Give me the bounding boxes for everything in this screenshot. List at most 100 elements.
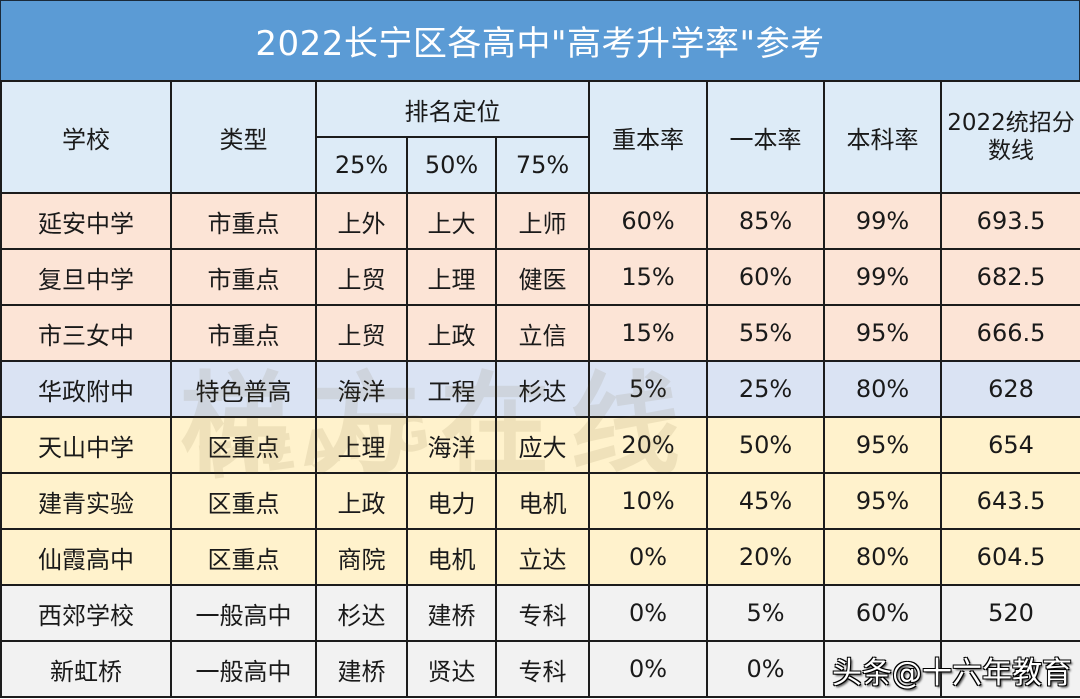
cell-bachelor-rate: 60%: [823, 584, 943, 642]
header-ranking-group: 排名定位: [314, 80, 591, 138]
cell-type: 市重点: [170, 248, 317, 306]
cell-rank-25: 海洋: [315, 360, 408, 418]
cell-school: 市三女中: [0, 304, 172, 362]
cell-key-rate: 0%: [588, 528, 709, 586]
cell-rank-75: 上师: [494, 192, 591, 250]
cell-rank-50: 贤达: [406, 640, 497, 698]
cell-bachelor-rate: 95%: [823, 304, 943, 362]
cell-score-line: 666.5: [940, 304, 1080, 362]
cell-bachelor-rate: 95%: [823, 472, 943, 530]
cell-rank-75: 电机: [494, 472, 591, 530]
cell-rank-50: 上政: [406, 304, 497, 362]
cell-bachelor-rate: 80%: [823, 360, 943, 418]
table-row: 建青实验 区重点 上政 电力 电机 10% 45% 95% 643.5: [0, 472, 1080, 530]
cell-rank-75: 专科: [494, 640, 591, 698]
cell-rank-50: 电机: [406, 528, 497, 586]
header-key-rate: 重本率: [588, 80, 709, 194]
cell-score-line: 693.5: [940, 192, 1080, 250]
cell-key-rate: 60%: [588, 192, 709, 250]
cell-type: 一般高中: [170, 584, 317, 642]
admission-rate-table: 学校 类型 排名定位 重本率 一本率 本科率 2022统招分数线 25% 50%…: [0, 80, 1080, 698]
cell-rank-25: 上外: [315, 192, 408, 250]
cell-score-line: 682.5: [940, 248, 1080, 306]
table-row: 西郊学校 一般高中 杉达 建桥 专科 0% 5% 60% 520: [0, 584, 1080, 642]
cell-school: 复旦中学: [0, 248, 172, 306]
cell-tier1-rate: 60%: [706, 248, 826, 306]
cell-key-rate: 0%: [588, 584, 709, 642]
cell-type: 特色普高: [170, 360, 317, 418]
cell-school: 延安中学: [0, 192, 172, 250]
cell-type: 区重点: [170, 472, 317, 530]
cell-bachelor-rate: 95%: [823, 416, 943, 474]
cell-rank-50: 电力: [406, 472, 497, 530]
cell-score-line: [940, 640, 1080, 698]
cell-school: 建青实验: [0, 472, 172, 530]
cell-rank-25: 杉达: [315, 584, 408, 642]
cell-school: 华政附中: [0, 360, 172, 418]
header-tier1-rate: 一本率: [706, 80, 826, 194]
cell-rank-50: 工程: [406, 360, 497, 418]
cell-rank-25: 商院: [315, 528, 408, 586]
cell-rank-25: 上理: [315, 416, 408, 474]
cell-rank-75: 应大: [494, 416, 591, 474]
cell-school: 天山中学: [0, 416, 172, 474]
cell-bachelor-rate: 99%: [823, 192, 943, 250]
table-row: 复旦中学 市重点 上贸 上理 健医 15% 60% 99% 682.5: [0, 248, 1080, 306]
cell-rank-25: 上贸: [315, 248, 408, 306]
table-row: 新虹桥 一般高中 建桥 贤达 专科 0% 0%: [0, 640, 1080, 698]
header-rank-50: 50%: [406, 136, 497, 194]
cell-rank-50: 建桥: [406, 584, 497, 642]
cell-tier1-rate: 20%: [706, 528, 826, 586]
cell-rank-75: 立信: [494, 304, 591, 362]
cell-bachelor-rate: 80%: [823, 528, 943, 586]
cell-type: 一般高中: [170, 640, 317, 698]
cell-score-line: 520: [940, 584, 1080, 642]
header-score-line: 2022统招分数线: [940, 80, 1080, 194]
cell-tier1-rate: 25%: [706, 360, 826, 418]
table-row: 延安中学 市重点 上外 上大 上师 60% 85% 99% 693.5: [0, 192, 1080, 250]
cell-rank-75: 专科: [494, 584, 591, 642]
cell-tier1-rate: 85%: [706, 192, 826, 250]
cell-type: 市重点: [170, 192, 317, 250]
cell-school: 新虹桥: [0, 640, 172, 698]
cell-rank-50: 上理: [406, 248, 497, 306]
table-row: 华政附中 特色普高 海洋 工程 杉达 5% 25% 80% 628: [0, 360, 1080, 418]
header-school: 学校: [0, 80, 172, 194]
cell-rank-25: 上政: [315, 472, 408, 530]
cell-rank-75: 立达: [494, 528, 591, 586]
header-rank-25: 25%: [315, 136, 408, 194]
cell-rank-75: 健医: [494, 248, 591, 306]
cell-school: 西郊学校: [0, 584, 172, 642]
table-row: 市三女中 市重点 上贸 上政 立信 15% 55% 95% 666.5: [0, 304, 1080, 362]
cell-score-line: 604.5: [940, 528, 1080, 586]
header-type: 类型: [170, 80, 317, 194]
cell-bachelor-rate: 99%: [823, 248, 943, 306]
cell-key-rate: 0%: [588, 640, 709, 698]
cell-tier1-rate: 50%: [706, 416, 826, 474]
cell-type: 区重点: [170, 416, 317, 474]
cell-type: 市重点: [170, 304, 317, 362]
table-row: 仙霞高中 区重点 商院 电机 立达 0% 20% 80% 604.5: [0, 528, 1080, 586]
cell-rank-50: 海洋: [406, 416, 497, 474]
cell-school: 仙霞高中: [0, 528, 172, 586]
cell-type: 区重点: [170, 528, 317, 586]
header-bachelor-rate: 本科率: [823, 80, 943, 194]
cell-key-rate: 15%: [588, 248, 709, 306]
cell-rank-50: 上大: [406, 192, 497, 250]
cell-tier1-rate: 5%: [706, 584, 826, 642]
cell-score-line: 654: [940, 416, 1080, 474]
cell-rank-25: 建桥: [315, 640, 408, 698]
cell-key-rate: 10%: [588, 472, 709, 530]
cell-bachelor-rate: [823, 640, 943, 698]
cell-tier1-rate: 55%: [706, 304, 826, 362]
cell-key-rate: 20%: [588, 416, 709, 474]
cell-key-rate: 15%: [588, 304, 709, 362]
cell-score-line: 643.5: [940, 472, 1080, 530]
cell-tier1-rate: 0%: [706, 640, 826, 698]
table-title: 2022长宁区各高中"高考升学率"参考: [0, 0, 1080, 82]
cell-rank-25: 上贸: [315, 304, 408, 362]
header-rank-75: 75%: [494, 136, 591, 194]
cell-score-line: 628: [940, 360, 1080, 418]
cell-key-rate: 5%: [588, 360, 709, 418]
